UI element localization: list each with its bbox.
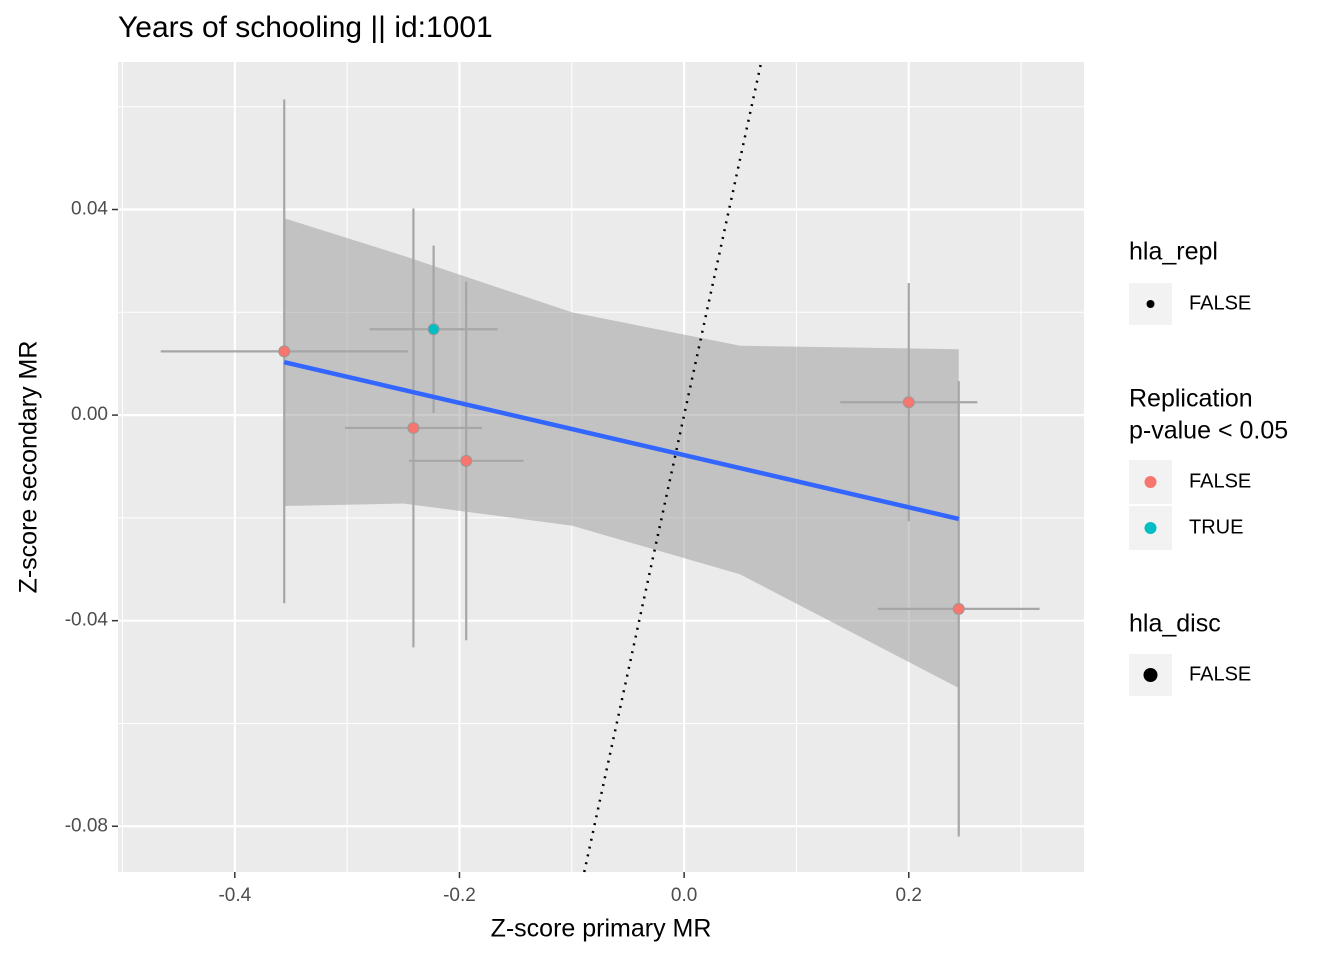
legend-title: hla_repl bbox=[1129, 238, 1218, 266]
y-tick-label: 0.04 bbox=[71, 199, 108, 220]
point bbox=[427, 323, 440, 336]
legend-symbol bbox=[1144, 522, 1157, 534]
legend-symbol bbox=[1146, 300, 1155, 308]
y-tick-label: -0.08 bbox=[65, 815, 108, 836]
legend-label: FALSE bbox=[1189, 470, 1251, 492]
legend-title: p-value < 0.05 bbox=[1129, 417, 1288, 445]
x-axis-label: Z-score primary MR bbox=[491, 915, 712, 943]
legend-title: hla_disc bbox=[1129, 610, 1221, 638]
legend-label: FALSE bbox=[1189, 663, 1251, 685]
x-tick-label: 0.2 bbox=[896, 885, 922, 906]
confidence-band bbox=[284, 218, 959, 689]
legend-symbol bbox=[1143, 668, 1158, 682]
legend-symbol bbox=[1144, 476, 1157, 488]
point bbox=[460, 454, 473, 467]
chart-title: Years of schooling || id:1001 bbox=[118, 11, 493, 44]
point bbox=[902, 396, 915, 409]
y-tick-label: 0.00 bbox=[71, 404, 108, 425]
x-tick-label: -0.4 bbox=[218, 885, 251, 906]
legend-label: FALSE bbox=[1189, 292, 1251, 314]
point bbox=[278, 345, 291, 358]
x-tick-label: -0.2 bbox=[443, 885, 476, 906]
x-tick-label: 0.0 bbox=[671, 885, 697, 906]
point bbox=[952, 602, 965, 615]
legend-title: Replication bbox=[1129, 385, 1253, 413]
legend-label: TRUE bbox=[1189, 516, 1243, 538]
point bbox=[407, 421, 420, 434]
regression-line bbox=[283, 359, 960, 522]
y-axis-label: Z-score secondary MR bbox=[15, 341, 43, 594]
y-tick-label: -0.04 bbox=[65, 610, 109, 631]
